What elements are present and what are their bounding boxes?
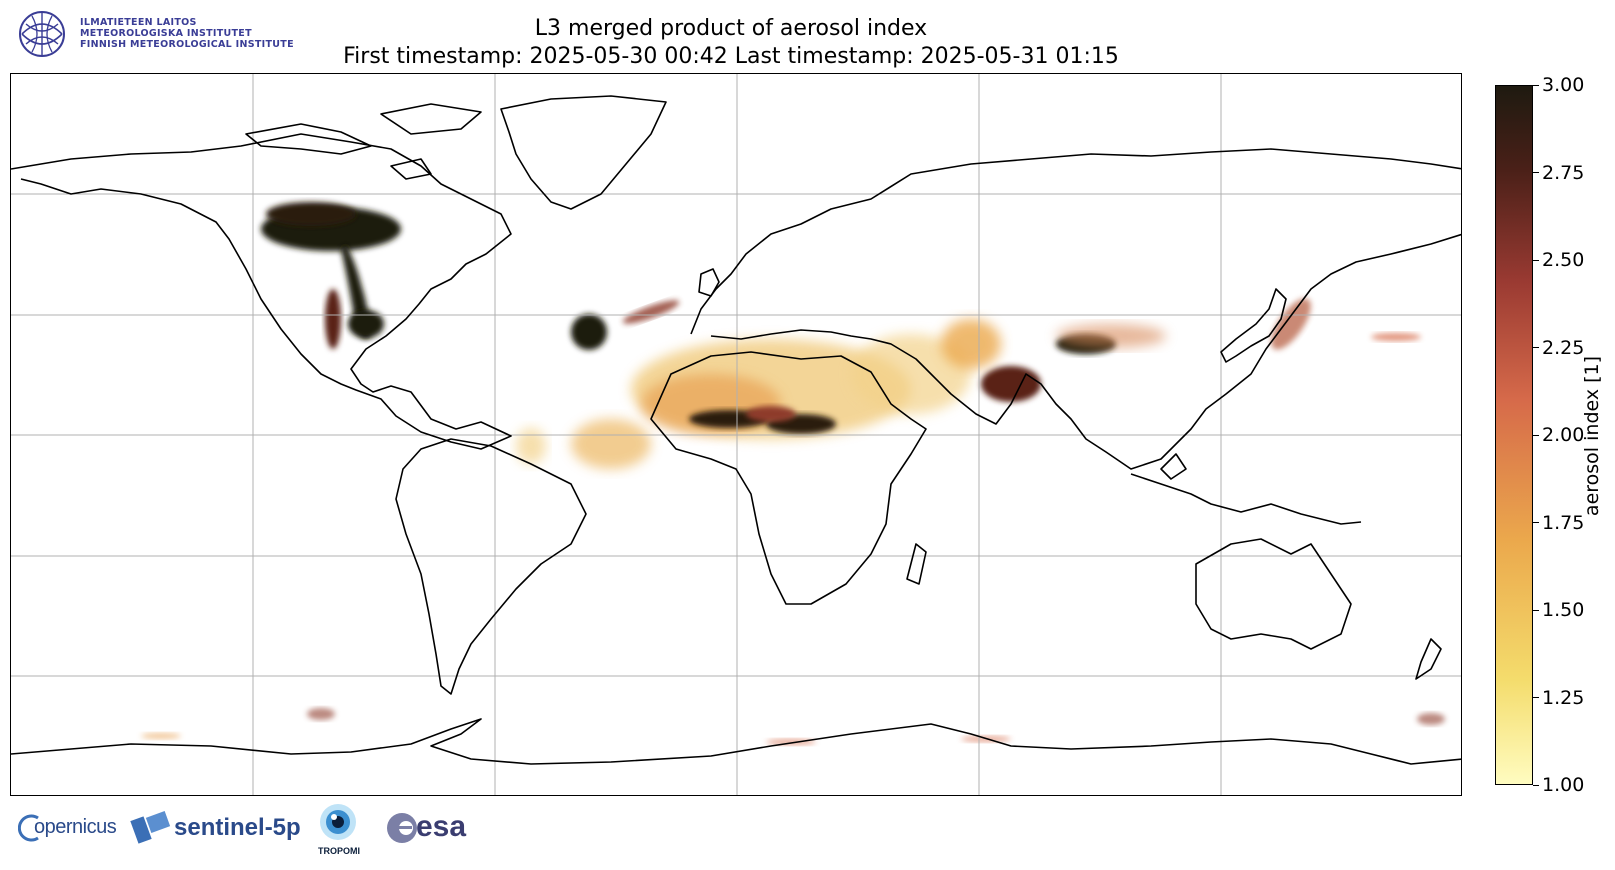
tropomi-eye-icon xyxy=(320,804,356,840)
colorbar-tick xyxy=(1533,172,1539,173)
copernicus-logo: opernicus xyxy=(34,816,117,838)
colorbar xyxy=(1495,85,1533,785)
fmi-name-sv: METEOROLOGISKA INSTITUTET xyxy=(80,28,252,39)
copernicus-icon xyxy=(18,814,39,842)
colorbar-title: aerosol index [1] xyxy=(1581,355,1603,517)
sentinel-satellite-icon xyxy=(130,811,171,844)
colorbar-tick xyxy=(1533,434,1539,436)
fmi-globe-icon xyxy=(19,11,65,57)
esa-logo: esa xyxy=(416,810,467,843)
colorbar-tick xyxy=(1533,697,1539,698)
colorbar-tick-label: 1.00 xyxy=(1542,774,1585,796)
sentinel-logo: sentinel-5p xyxy=(174,814,301,841)
map-gridlines xyxy=(11,74,1461,795)
coastline-antarctica xyxy=(11,718,1461,765)
coastline-south-america xyxy=(395,438,587,695)
fmi-name-fi: ILMATIETEEN LAITOS xyxy=(80,17,197,28)
colorbar-tick-label: 1.75 xyxy=(1542,511,1585,534)
colorbar-tick-label: 1.25 xyxy=(1542,686,1585,709)
chart-subtitle: First timestamp: 2025-05-30 00:42 Last t… xyxy=(343,44,1119,69)
coastline-japan xyxy=(1220,288,1287,363)
colorbar-tick xyxy=(1533,609,1539,611)
colorbar-tick xyxy=(1533,84,1539,86)
coastline-greenland xyxy=(500,95,667,210)
partner-logos: opernicus sentinel-5p TROPOMI esa xyxy=(18,804,498,864)
world-map xyxy=(10,73,1462,796)
colorbar-tick-label: 2.25 xyxy=(1542,336,1585,359)
coastline-uk xyxy=(698,268,720,297)
colorbar-tick-label: 2.50 xyxy=(1542,249,1585,271)
colorbar-tick-label: 1.50 xyxy=(1542,599,1585,621)
colorbar-tick-label: 2.75 xyxy=(1542,161,1585,184)
coastline-north-america xyxy=(11,133,512,450)
coastline-africa xyxy=(650,351,927,605)
colorbar-tick-label: 2.00 xyxy=(1542,424,1585,446)
map-canvas xyxy=(11,74,1461,795)
aerosol-plumes xyxy=(141,202,1445,745)
colorbar-tick-label: 3.00 xyxy=(1542,74,1585,96)
fmi-name-en: FINNISH METEOROLOGICAL INSTITUTE xyxy=(80,39,294,50)
chart-title: L3 merged product of aerosol index xyxy=(534,16,928,41)
coastline-eurasia xyxy=(690,148,1461,335)
coastlines xyxy=(11,95,1461,765)
coastline-australia xyxy=(1195,538,1352,650)
fmi-logo: ILMATIETEEN LAITOS METEOROLOGISKA INSTIT… xyxy=(18,8,318,62)
colorbar-tick xyxy=(1533,784,1539,786)
fmi-name: ILMATIETEEN LAITOS METEOROLOGISKA INSTIT… xyxy=(80,17,294,50)
colorbar-tick xyxy=(1533,347,1539,348)
colorbar-tick xyxy=(1533,259,1539,261)
esa-icon xyxy=(387,813,417,843)
tropomi-logo: TROPOMI xyxy=(318,846,360,856)
colorbar-tick xyxy=(1533,522,1539,523)
